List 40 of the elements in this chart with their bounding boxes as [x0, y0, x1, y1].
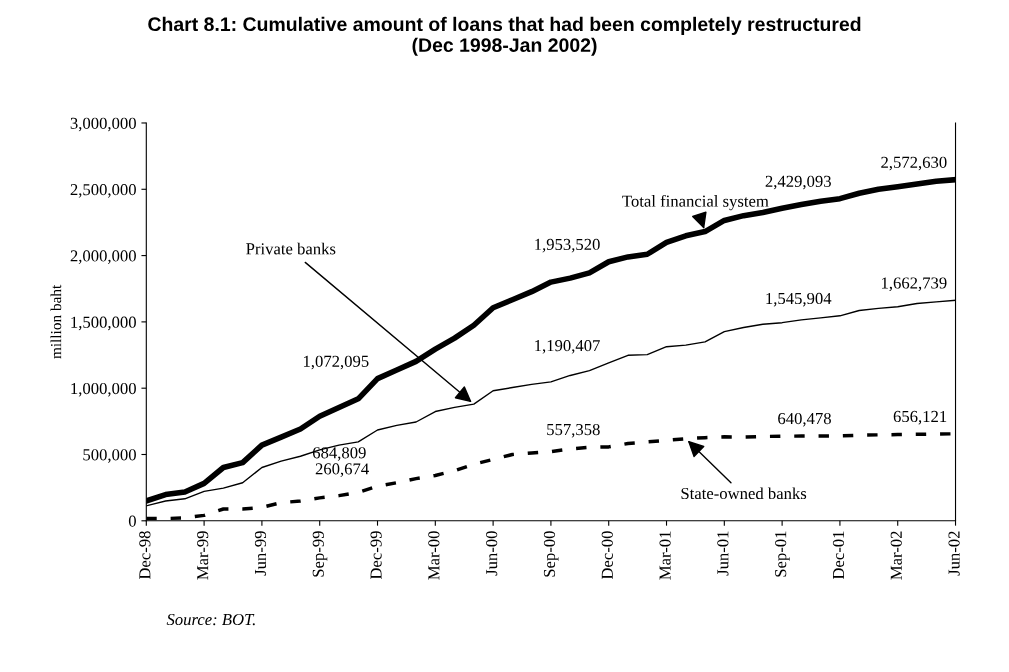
text: Private banks [246, 242, 336, 255]
data-label: 1,953,520 [535, 238, 600, 253]
x-tick-label: Mar-02 [890, 531, 902, 580]
x-tick-label: Mar-01 [659, 531, 671, 580]
data-label: 2,429,093 [765, 175, 831, 190]
x-tick-label: Jun-01 [717, 531, 729, 576]
data-label: 1,190,407 [535, 339, 600, 354]
data-label: 656,121 [893, 410, 947, 425]
y-tick-label: 2,000,000 [70, 250, 136, 264]
x-tick-label: Jun-99 [254, 531, 267, 576]
x-tick-label: Jun-00 [486, 531, 498, 576]
data-label: 2,572,630 [881, 156, 947, 171]
x-tick-label: Jun-02 [948, 531, 960, 576]
y-tick-label: 2,500,000 [70, 183, 136, 198]
y-tick-label: 500,000 [83, 449, 136, 463]
data-label: 1,545,904 [766, 292, 832, 307]
x-tick-label: Dec-00 [601, 531, 613, 580]
data-label: 557,358 [547, 423, 600, 438]
data-label: 1,662,739 [881, 277, 947, 291]
y-axis-title: million baht [50, 284, 62, 359]
x-tick-label: Mar-99 [197, 531, 209, 580]
y-tick-label: 1,500,000 [71, 316, 136, 331]
x-tick-label: Dec-01 [832, 531, 845, 580]
y-tick-label: 1,000,000 [71, 382, 136, 397]
data-label: 640,478 [778, 412, 831, 427]
y-tick-label: 3,000,000 [70, 117, 136, 132]
chart-title: Chart 8.1: Cumulative amount of loans that had been completely restructured (Dec 1998-Jan 2002) [148, 16, 861, 56]
data-label: 260,674 [315, 463, 369, 477]
data-label: 1,072,095 [303, 355, 369, 370]
series-label: Total financial system [622, 194, 769, 211]
y-tick-label: 0 [128, 515, 136, 527]
source-note: Source: BOT. [166, 613, 255, 626]
x-tick-label: Sep-00 [543, 531, 559, 577]
x-tick-label: Dec-98 [139, 531, 151, 580]
x-tick-label: Sep-01 [775, 531, 790, 577]
x-tick-label: Dec-99 [370, 531, 382, 580]
text: State-owned banks [681, 487, 807, 500]
x-tick-label: Sep-99 [312, 531, 328, 577]
x-tick-label: Mar-00 [428, 531, 440, 580]
data-label: 684,809 [312, 447, 366, 461]
